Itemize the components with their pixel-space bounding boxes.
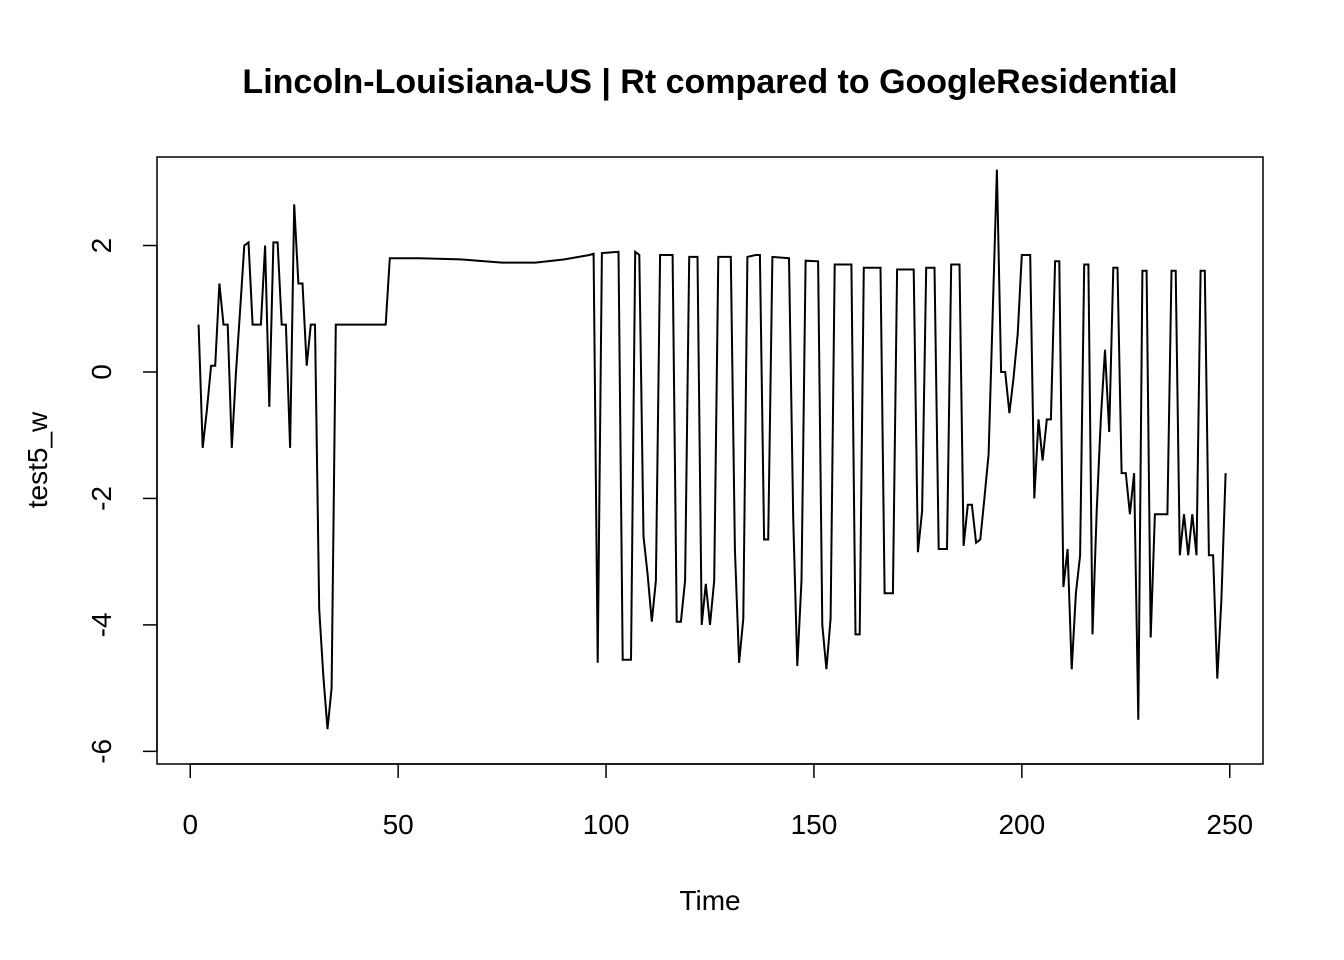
series-line [197, 169, 1227, 730]
x-tick-label: 0 [182, 809, 198, 840]
x-tick-label: 100 [583, 809, 630, 840]
x-tick-label: 200 [998, 809, 1045, 840]
y-tick-label: 2 [86, 238, 117, 254]
y-tick-label: -6 [86, 739, 117, 764]
x-tick-label: 250 [1206, 809, 1253, 840]
x-tick-label: 50 [383, 809, 414, 840]
x-tick-label: 150 [791, 809, 838, 840]
y-axis-label: test5_w [22, 411, 53, 508]
y-tick-label: -2 [86, 486, 117, 511]
y-axis: -6 -4 -2 0 2 [86, 238, 158, 764]
y-tick-label: 0 [86, 364, 117, 380]
x-axis: 0 50 100 150 200 250 [182, 763, 1253, 840]
chart-title: Lincoln-Louisiana-US | Rt compared to Go… [242, 63, 1177, 101]
x-axis-label: Time [679, 885, 740, 916]
series-layer [197, 169, 1227, 730]
y-tick-label: -4 [86, 612, 117, 637]
